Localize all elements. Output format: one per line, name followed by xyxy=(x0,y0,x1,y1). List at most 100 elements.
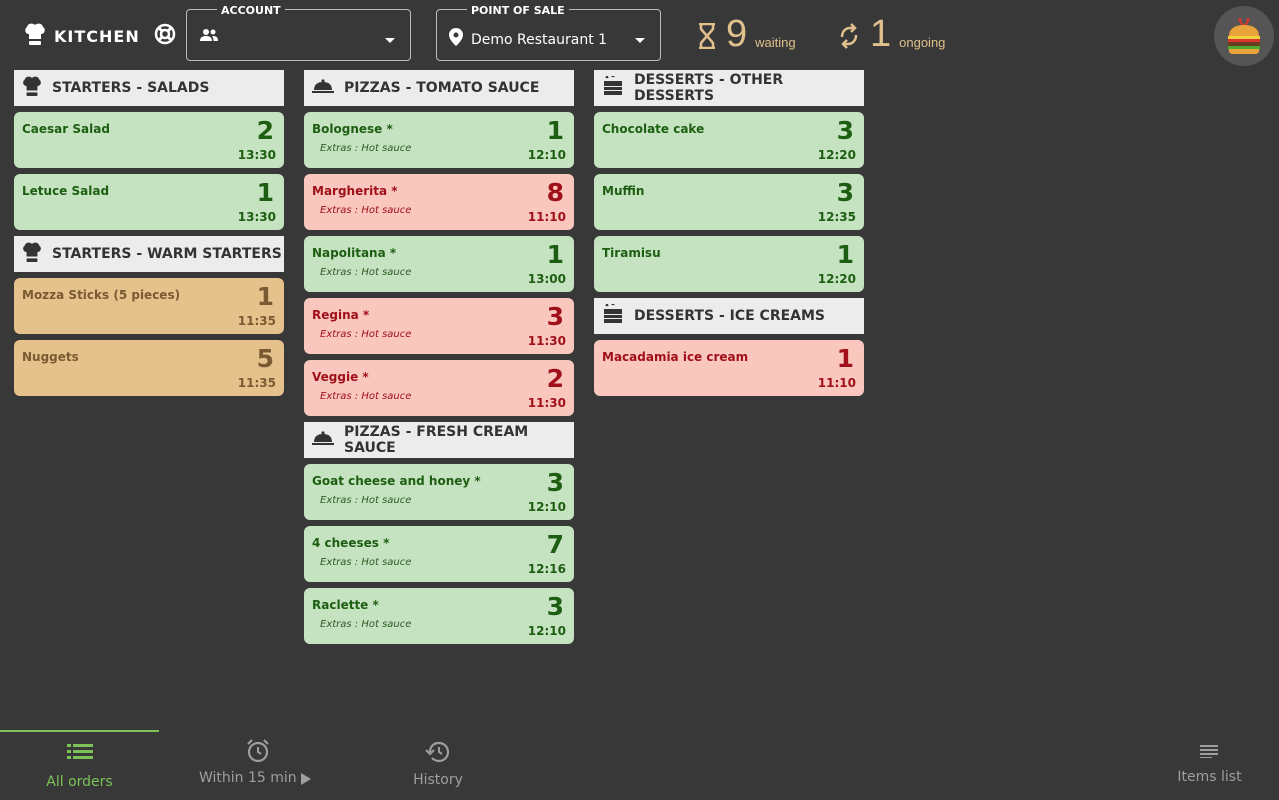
item-extras: Extras : Hot sauce xyxy=(320,495,412,506)
cloche-icon xyxy=(312,430,334,450)
section-title: PIZZAS - FRESH CREAM SAUCE xyxy=(344,424,529,456)
tab-label: Within 15 min xyxy=(199,770,297,786)
item-time: 12:10 xyxy=(527,500,566,514)
item-quantity: 3 xyxy=(546,592,564,621)
alarm-clock-icon xyxy=(245,738,271,768)
order-card[interactable]: Letuce Salad 1 13:30 xyxy=(14,174,284,230)
order-card[interactable]: Nuggets 5 11:35 xyxy=(14,340,284,396)
order-card[interactable]: Tiramisu 1 12:20 xyxy=(594,236,864,292)
item-name: Nuggets xyxy=(22,350,79,364)
item-quantity: 1 xyxy=(836,240,854,269)
item-name: Bolognese * xyxy=(312,122,393,136)
item-quantity: 8 xyxy=(546,178,564,207)
section-title: STARTERS - WARM STARTERS xyxy=(52,246,282,262)
item-quantity: 5 xyxy=(256,344,274,373)
point-of-sale-select[interactable]: POINT OF SALE Demo Restaurant 1 xyxy=(436,4,661,61)
item-name: Tiramisu xyxy=(602,246,661,260)
item-extras: Extras : Hot sauce xyxy=(320,329,412,340)
cake-icon xyxy=(602,301,624,328)
item-time: 13:30 xyxy=(237,210,276,224)
section-header: STARTERS - SALADS xyxy=(14,70,284,106)
tab-history[interactable]: History xyxy=(360,730,516,800)
item-name: Letuce Salad xyxy=(22,184,110,198)
item-name: Napolitana * xyxy=(312,246,397,260)
order-card[interactable]: Macadamia ice cream 1 11:10 xyxy=(594,340,864,396)
location-pin-icon xyxy=(449,28,463,51)
section-header: DESSERTS - OTHER DESSERTS xyxy=(594,70,864,106)
item-time: 11:35 xyxy=(237,376,276,390)
item-time: 12:20 xyxy=(817,148,856,162)
item-time: 12:20 xyxy=(817,272,856,286)
cake-icon xyxy=(602,73,624,100)
chef-hat-icon xyxy=(24,22,46,51)
tab-label: Items list xyxy=(1177,769,1242,785)
refresh-icon xyxy=(838,23,860,54)
tab-label: History xyxy=(413,772,463,788)
item-extras: Extras : Hot sauce xyxy=(320,205,412,216)
item-name: Margherita * xyxy=(312,184,398,198)
avatar[interactable] xyxy=(1214,6,1274,66)
item-quantity: 2 xyxy=(546,364,564,393)
ongoing-label: ongoing xyxy=(899,35,946,50)
item-name: Mozza Sticks (5 pieces) xyxy=(22,288,181,302)
ongoing-counter: 1 ongoing xyxy=(838,14,945,54)
app-title: KITCHEN xyxy=(54,27,140,46)
order-card[interactable]: Margherita * Extras : Hot sauce 8 11:10 xyxy=(304,174,574,230)
item-quantity: 1 xyxy=(546,240,564,269)
tab-within-15-min[interactable]: Within 15 min xyxy=(180,730,336,800)
column-starters: STARTERS - SALADS Caesar Salad 2 13:30 L… xyxy=(14,70,284,402)
item-extras: Extras : Hot sauce xyxy=(320,619,412,630)
pos-legend: POINT OF SALE xyxy=(467,4,569,17)
order-card[interactable]: Regina * Extras : Hot sauce 3 11:30 xyxy=(304,298,574,354)
item-time: 11:10 xyxy=(527,210,566,224)
item-time: 12:10 xyxy=(527,624,566,638)
account-select[interactable]: ACCOUNT xyxy=(186,4,411,61)
waiting-label: waiting xyxy=(755,35,796,50)
order-card[interactable]: Goat cheese and honey * Extras : Hot sau… xyxy=(304,464,574,520)
order-card[interactable]: Raclette * Extras : Hot sauce 3 12:10 xyxy=(304,588,574,644)
item-quantity: 1 xyxy=(546,116,564,145)
tab-items-list[interactable]: Items list xyxy=(1140,730,1279,800)
column-desserts: DESSERTS - OTHER DESSERTS Chocolate cake… xyxy=(594,70,864,402)
list-lines-icon xyxy=(1199,744,1220,762)
item-time: 13:30 xyxy=(237,148,276,162)
caret-down-icon xyxy=(634,32,646,50)
item-quantity: 7 xyxy=(546,530,564,559)
play-icon[interactable] xyxy=(300,772,312,790)
section-header: PIZZAS - TOMATO SAUCE xyxy=(304,70,574,106)
tab-all-orders[interactable]: All orders xyxy=(0,730,159,800)
item-extras: Extras : Hot sauce xyxy=(320,557,412,568)
order-card[interactable]: Bolognese * Extras : Hot sauce 1 12:10 xyxy=(304,112,574,168)
item-extras: Extras : Hot sauce xyxy=(320,143,412,154)
order-card[interactable]: 4 cheeses * Extras : Hot sauce 7 12:16 xyxy=(304,526,574,582)
order-card[interactable]: Chocolate cake 3 12:20 xyxy=(594,112,864,168)
item-time: 13:00 xyxy=(527,272,566,286)
order-card[interactable]: Veggie * Extras : Hot sauce 2 11:30 xyxy=(304,360,574,416)
order-card[interactable]: Muffin 3 12:35 xyxy=(594,174,864,230)
chef-hat-icon xyxy=(22,75,42,101)
item-extras: Extras : Hot sauce xyxy=(320,267,412,278)
lifebuoy-icon[interactable] xyxy=(154,23,176,50)
item-quantity: 1 xyxy=(836,344,854,373)
cloche-icon xyxy=(312,78,334,98)
item-name: Macadamia ice cream xyxy=(602,350,749,364)
item-quantity: 3 xyxy=(836,116,854,145)
section-header: STARTERS - WARM STARTERS xyxy=(14,236,284,272)
brand: KITCHEN xyxy=(24,22,176,51)
section-title: DESSERTS - OTHER DESSERTS xyxy=(634,72,784,104)
item-quantity: 3 xyxy=(546,302,564,331)
waiting-counter: 9 waiting xyxy=(698,14,796,54)
item-extras: Extras : Hot sauce xyxy=(320,391,412,402)
item-name: Regina * xyxy=(312,308,370,322)
hourglass-icon xyxy=(698,22,716,54)
caret-down-icon xyxy=(384,32,396,50)
item-time: 12:10 xyxy=(527,148,566,162)
section-title: DESSERTS - ICE CREAMS xyxy=(634,308,826,324)
pos-value: Demo Restaurant 1 xyxy=(471,31,608,48)
order-card[interactable]: Mozza Sticks (5 pieces) 1 11:35 xyxy=(14,278,284,334)
item-time: 11:30 xyxy=(527,334,566,348)
order-card[interactable]: Caesar Salad 2 13:30 xyxy=(14,112,284,168)
header: KITCHEN ACCOUNT POINT OF SALE Demo Resta… xyxy=(0,0,1279,70)
item-name: Goat cheese and honey * xyxy=(312,474,481,488)
order-card[interactable]: Napolitana * Extras : Hot sauce 1 13:00 xyxy=(304,236,574,292)
